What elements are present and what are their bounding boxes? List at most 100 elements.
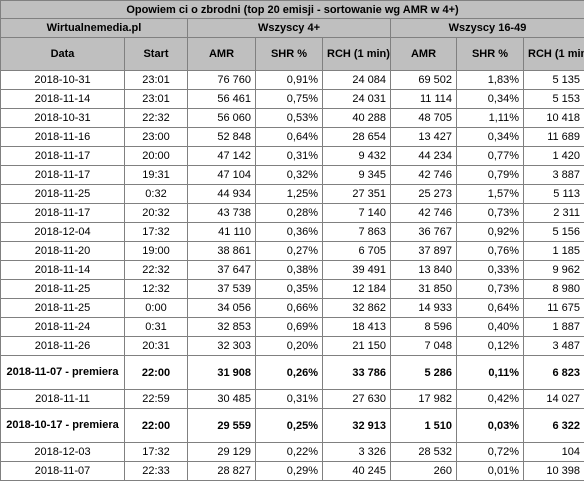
col-header-rch-16-49: RCH (1 min) xyxy=(522,37,584,71)
cell-shr-4plus: 0,36% xyxy=(255,222,323,242)
cell-rch-16-49: 14 027 xyxy=(522,389,584,409)
cell-rch-16-49: 5 153 xyxy=(522,89,584,109)
cell-amr-16-49: 36 767 xyxy=(390,222,457,242)
cell-amr-16-49: 7 048 xyxy=(390,336,457,356)
cell-start: 0:31 xyxy=(124,317,188,337)
cell-amr-4plus: 31 908 xyxy=(187,355,256,390)
table-row: 2018-10-31 23:01 76 760 0,91% 24 084 69 502 1,… xyxy=(0,70,584,90)
cell-shr-4plus: 0,66% xyxy=(255,298,323,318)
cell-rch-16-49: 104 xyxy=(522,442,584,462)
cell-amr-16-49: 14 933 xyxy=(390,298,457,318)
cell-amr-16-49: 11 114 xyxy=(390,89,457,109)
cell-shr-16-49: 0,03% xyxy=(456,408,524,443)
cell-rch-16-49: 8 980 xyxy=(522,279,584,299)
cell-amr-16-49: 44 234 xyxy=(390,146,457,166)
cell-amr-16-49: 17 982 xyxy=(390,389,457,409)
cell-start: 22:32 xyxy=(124,260,188,280)
cell-amr-16-49: 260 xyxy=(390,461,457,481)
cell-shr-4plus: 0,53% xyxy=(255,108,323,128)
cell-amr-4plus: 30 485 xyxy=(187,389,256,409)
col-header-start: Start xyxy=(124,37,188,71)
cell-shr-4plus: 0,75% xyxy=(255,89,323,109)
cell-date: 2018-10-17 - premiera xyxy=(0,408,125,443)
cell-shr-4plus: 0,25% xyxy=(255,408,323,443)
cell-amr-4plus: 76 760 xyxy=(187,70,256,90)
cell-rch-16-49: 1 185 xyxy=(522,241,584,261)
cell-amr-16-49: 28 532 xyxy=(390,442,457,462)
cell-rch-16-49: 1 887 xyxy=(522,317,584,337)
cell-rch-4plus: 28 654 xyxy=(322,127,391,147)
cell-rch-4plus: 32 862 xyxy=(322,298,391,318)
cell-amr-16-49: 13 840 xyxy=(390,260,457,280)
cell-rch-4plus: 18 413 xyxy=(322,317,391,337)
cell-amr-4plus: 47 142 xyxy=(187,146,256,166)
cell-rch-16-49: 10 418 xyxy=(522,108,584,128)
cell-shr-16-49: 0,79% xyxy=(456,165,524,185)
table-title: Opowiem ci o zbrodni (top 20 emisji - so… xyxy=(0,0,584,19)
table-row: 2018-11-16 23:00 52 848 0,64% 28 654 13 427 0,… xyxy=(0,127,584,147)
cell-amr-4plus: 43 738 xyxy=(187,203,256,223)
table-row: 2018-11-07 - premiera 22:00 31 908 0,26% 33 … xyxy=(0,355,584,390)
cell-start: 12:32 xyxy=(124,279,188,299)
cell-shr-16-49: 0,34% xyxy=(456,89,524,109)
source-label: Wirtualnemedia.pl xyxy=(0,18,188,38)
cell-amr-4plus: 38 861 xyxy=(187,241,256,261)
cell-amr-16-49: 69 502 xyxy=(390,70,457,90)
cell-rch-4plus: 27 351 xyxy=(322,184,391,204)
cell-shr-16-49: 0,01% xyxy=(456,461,524,481)
cell-rch-4plus: 21 150 xyxy=(322,336,391,356)
cell-start: 20:32 xyxy=(124,203,188,223)
col-header-date: Data xyxy=(0,37,125,71)
cell-rch-16-49: 5 135 xyxy=(522,70,584,90)
cell-date: 2018-11-24 xyxy=(0,317,125,337)
table-row: 2018-11-07 22:33 28 827 0,29% 40 245 260 0,01%… xyxy=(0,461,584,481)
cell-shr-16-49: 0,92% xyxy=(456,222,524,242)
cell-rch-16-49: 6 322 xyxy=(522,408,584,443)
cell-start: 17:32 xyxy=(124,222,188,242)
col-header-shr-4plus: SHR % xyxy=(255,37,323,71)
cell-shr-4plus: 0,64% xyxy=(255,127,323,147)
cell-date: 2018-11-14 xyxy=(0,89,125,109)
cell-rch-4plus: 12 184 xyxy=(322,279,391,299)
cell-start: 22:33 xyxy=(124,461,188,481)
table-row: 2018-10-31 22:32 56 060 0,53% 40 288 48 705 1,… xyxy=(0,108,584,128)
cell-amr-4plus: 29 559 xyxy=(187,408,256,443)
cell-date: 2018-11-14 xyxy=(0,260,125,280)
cell-rch-4plus: 39 491 xyxy=(322,260,391,280)
cell-rch-16-49: 1 420 xyxy=(522,146,584,166)
cell-shr-16-49: 0,73% xyxy=(456,279,524,299)
cell-rch-4plus: 40 245 xyxy=(322,461,391,481)
cell-start: 0:32 xyxy=(124,184,188,204)
cell-rch-4plus: 9 345 xyxy=(322,165,391,185)
cell-rch-4plus: 24 031 xyxy=(322,89,391,109)
cell-amr-16-49: 42 746 xyxy=(390,203,457,223)
cell-start: 22:32 xyxy=(124,108,188,128)
col-header-rch-4plus: RCH (1 min) xyxy=(322,37,391,71)
cell-shr-16-49: 0,72% xyxy=(456,442,524,462)
cell-amr-16-49: 42 746 xyxy=(390,165,457,185)
cell-rch-4plus: 32 913 xyxy=(322,408,391,443)
cell-start: 19:31 xyxy=(124,165,188,185)
cell-shr-16-49: 0,42% xyxy=(456,389,524,409)
ratings-table: Opowiem ci o zbrodni (top 20 emisji - so… xyxy=(0,0,584,481)
cell-start: 23:01 xyxy=(124,70,188,90)
cell-start: 20:00 xyxy=(124,146,188,166)
cell-date: 2018-11-17 xyxy=(0,146,125,166)
cell-shr-4plus: 0,20% xyxy=(255,336,323,356)
cell-shr-16-49: 0,12% xyxy=(456,336,524,356)
cell-shr-4plus: 0,26% xyxy=(255,355,323,390)
cell-shr-4plus: 0,35% xyxy=(255,279,323,299)
group-header-4plus: Wszyscy 4+ xyxy=(187,18,391,38)
cell-shr-4plus: 0,31% xyxy=(255,146,323,166)
cell-start: 0:00 xyxy=(124,298,188,318)
cell-date: 2018-10-31 xyxy=(0,70,125,90)
cell-amr-16-49: 48 705 xyxy=(390,108,457,128)
cell-amr-16-49: 13 427 xyxy=(390,127,457,147)
cell-shr-16-49: 0,34% xyxy=(456,127,524,147)
cell-amr-4plus: 56 461 xyxy=(187,89,256,109)
cell-rch-4plus: 33 786 xyxy=(322,355,391,390)
cell-amr-4plus: 41 110 xyxy=(187,222,256,242)
cell-shr-4plus: 0,27% xyxy=(255,241,323,261)
cell-amr-16-49: 5 286 xyxy=(390,355,457,390)
cell-amr-4plus: 29 129 xyxy=(187,442,256,462)
